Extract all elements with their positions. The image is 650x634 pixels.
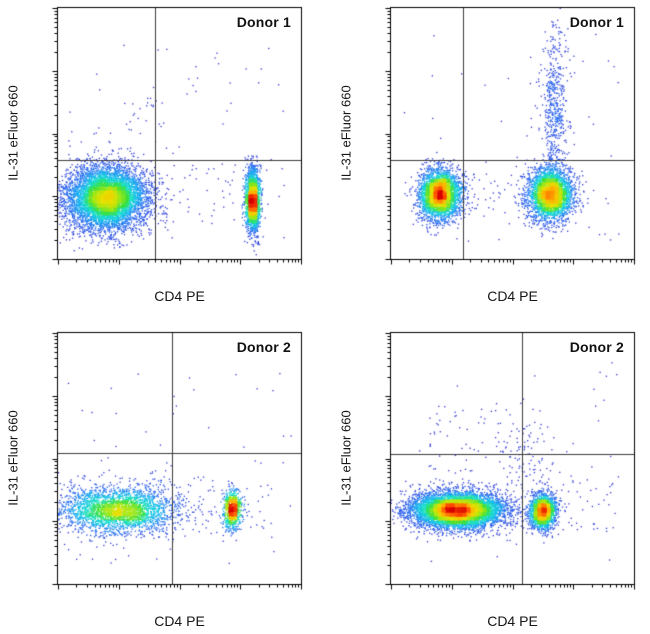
x-axis-label: CD4 PE xyxy=(487,613,538,629)
flow-plot-canvas xyxy=(378,5,638,267)
flow-plot-canvas xyxy=(378,330,638,592)
y-axis-label: IL-31 eFluor 660 xyxy=(5,410,21,506)
flow-panel-donor1-right: IL-31 eFluor 660 Donor 1 CD4 PE xyxy=(338,5,650,320)
x-axis-label: CD4 PE xyxy=(154,613,205,629)
y-axis-label: IL-31 eFluor 660 xyxy=(338,410,354,506)
flow-panel-donor2-right: IL-31 eFluor 660 Donor 2 CD4 PE xyxy=(338,330,650,634)
x-axis-label: CD4 PE xyxy=(154,288,205,304)
y-axis-label: IL-31 eFluor 660 xyxy=(338,85,354,181)
flow-panel-donor1-left: IL-31 eFluor 660 Donor 1 CD4 PE xyxy=(5,5,325,320)
y-axis-label: IL-31 eFluor 660 xyxy=(5,85,21,181)
flow-plot-canvas xyxy=(45,330,305,592)
flow-plot-canvas xyxy=(45,5,305,267)
x-axis-label: CD4 PE xyxy=(487,288,538,304)
flow-panel-donor2-left: IL-31 eFluor 660 Donor 2 CD4 PE xyxy=(5,330,325,634)
